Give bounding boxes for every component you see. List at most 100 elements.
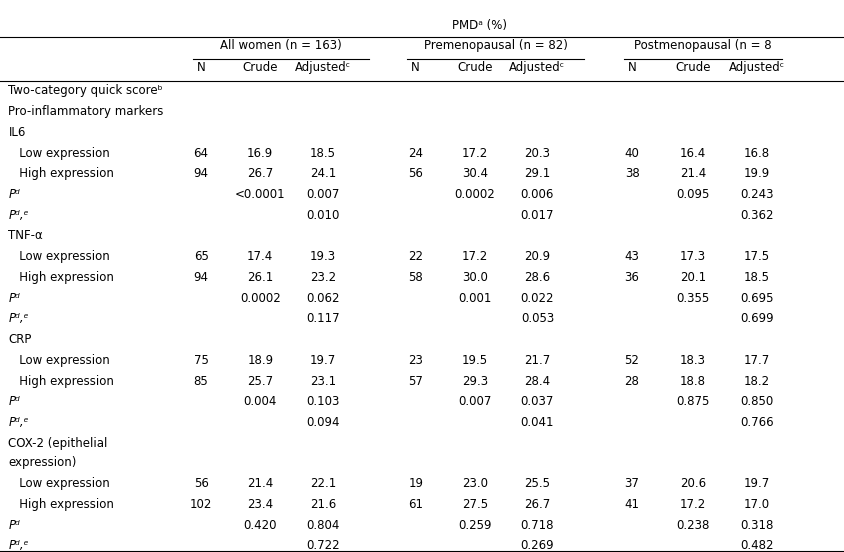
Text: 30.4: 30.4	[462, 167, 487, 181]
Text: Pᵈ,ᵉ: Pᵈ,ᵉ	[8, 312, 29, 325]
Text: 26.7: 26.7	[246, 167, 273, 181]
Text: 0.238: 0.238	[675, 519, 709, 532]
Text: 19.9: 19.9	[743, 167, 770, 181]
Text: 0.269: 0.269	[520, 539, 554, 552]
Text: 18.2: 18.2	[744, 375, 769, 388]
Text: 0.037: 0.037	[520, 395, 554, 408]
Text: 23.1: 23.1	[310, 375, 335, 388]
Text: 26.7: 26.7	[523, 498, 550, 511]
Text: Pro-inflammatory markers: Pro-inflammatory markers	[8, 105, 164, 118]
Text: 0.007: 0.007	[457, 395, 491, 408]
Text: COX-2 (epithelial: COX-2 (epithelial	[8, 437, 108, 450]
Text: N: N	[197, 61, 205, 74]
Text: 40: 40	[624, 147, 639, 160]
Text: 28: 28	[624, 375, 639, 388]
Text: 0.420: 0.420	[243, 519, 277, 532]
Text: 16.9: 16.9	[246, 147, 273, 160]
Text: High expression: High expression	[8, 167, 114, 181]
Text: 52: 52	[624, 354, 639, 367]
Text: 0.804: 0.804	[306, 519, 339, 532]
Text: 28.4: 28.4	[524, 375, 549, 388]
Text: Pᵈ: Pᵈ	[8, 291, 20, 305]
Text: 20.3: 20.3	[524, 147, 549, 160]
Text: 0.695: 0.695	[739, 291, 773, 305]
Text: 18.8: 18.8	[679, 375, 705, 388]
Text: 0.243: 0.243	[739, 188, 773, 201]
Text: Two-category quick scoreᵇ: Two-category quick scoreᵇ	[8, 84, 163, 97]
Text: 57: 57	[408, 375, 423, 388]
Text: 29.1: 29.1	[523, 167, 550, 181]
Text: 75: 75	[193, 354, 208, 367]
Text: Pᵈ: Pᵈ	[8, 519, 20, 532]
Text: Pᵈ,ᵉ: Pᵈ,ᵉ	[8, 539, 29, 552]
Text: 0.103: 0.103	[306, 395, 339, 408]
Text: Crude: Crude	[457, 61, 492, 74]
Text: 23.2: 23.2	[310, 271, 335, 284]
Text: PMDᵃ (%): PMDᵃ (%)	[451, 19, 506, 32]
Text: 17.3: 17.3	[679, 250, 705, 263]
Text: 0.053: 0.053	[520, 312, 554, 325]
Text: N: N	[411, 61, 419, 74]
Text: Premenopausal (n = 82): Premenopausal (n = 82)	[423, 39, 567, 52]
Text: TNF-α: TNF-α	[8, 230, 43, 242]
Text: <0.0001: <0.0001	[235, 188, 285, 201]
Text: High expression: High expression	[8, 498, 114, 511]
Text: 20.9: 20.9	[524, 250, 549, 263]
Text: 0.850: 0.850	[739, 395, 773, 408]
Text: 19.7: 19.7	[309, 354, 336, 367]
Text: 18.5: 18.5	[310, 147, 335, 160]
Text: 18.9: 18.9	[247, 354, 273, 367]
Text: 36: 36	[624, 271, 639, 284]
Text: 17.5: 17.5	[744, 250, 769, 263]
Text: 26.1: 26.1	[246, 271, 273, 284]
Text: 0.095: 0.095	[675, 188, 709, 201]
Text: 0.482: 0.482	[739, 539, 773, 552]
Text: IL6: IL6	[8, 126, 26, 139]
Text: 56: 56	[193, 477, 208, 490]
Text: 27.5: 27.5	[462, 498, 487, 511]
Text: 23.4: 23.4	[247, 498, 273, 511]
Text: 0.022: 0.022	[520, 291, 554, 305]
Text: 16.8: 16.8	[744, 147, 769, 160]
Text: Pᵈ: Pᵈ	[8, 395, 20, 408]
Text: 21.4: 21.4	[679, 167, 706, 181]
Text: 0.875: 0.875	[675, 395, 709, 408]
Text: 0.718: 0.718	[520, 519, 554, 532]
Text: 17.0: 17.0	[744, 498, 769, 511]
Text: 21.6: 21.6	[309, 498, 336, 511]
Text: 58: 58	[408, 271, 423, 284]
Text: 21.7: 21.7	[523, 354, 550, 367]
Text: Crude: Crude	[242, 61, 278, 74]
Text: 18.5: 18.5	[744, 271, 769, 284]
Text: 24: 24	[408, 147, 423, 160]
Text: 19.5: 19.5	[462, 354, 487, 367]
Text: 0.006: 0.006	[520, 188, 554, 201]
Text: Low expression: Low expression	[8, 477, 110, 490]
Text: 56: 56	[408, 167, 423, 181]
Text: Adjustedᶜ: Adjustedᶜ	[295, 61, 350, 74]
Text: 0.362: 0.362	[739, 209, 773, 222]
Text: 0.117: 0.117	[306, 312, 339, 325]
Text: 0.017: 0.017	[520, 209, 554, 222]
Text: 85: 85	[193, 375, 208, 388]
Text: Low expression: Low expression	[8, 250, 110, 263]
Text: CRP: CRP	[8, 333, 32, 346]
Text: High expression: High expression	[8, 271, 114, 284]
Text: 37: 37	[624, 477, 639, 490]
Text: Low expression: Low expression	[8, 147, 110, 160]
Text: Adjustedᶜ: Adjustedᶜ	[728, 61, 784, 74]
Text: Low expression: Low expression	[8, 354, 110, 367]
Text: 0.041: 0.041	[520, 416, 554, 429]
Text: 16.4: 16.4	[679, 147, 706, 160]
Text: 0.722: 0.722	[306, 539, 339, 552]
Text: expression): expression)	[8, 457, 77, 469]
Text: 17.7: 17.7	[743, 354, 770, 367]
Text: 22: 22	[408, 250, 423, 263]
Text: 28.6: 28.6	[524, 271, 549, 284]
Text: Postmenopausal (n = 8: Postmenopausal (n = 8	[634, 39, 771, 52]
Text: 25.7: 25.7	[247, 375, 273, 388]
Text: 0.004: 0.004	[243, 395, 277, 408]
Text: 22.1: 22.1	[309, 477, 336, 490]
Text: Pᵈ: Pᵈ	[8, 188, 20, 201]
Text: 19.7: 19.7	[743, 477, 770, 490]
